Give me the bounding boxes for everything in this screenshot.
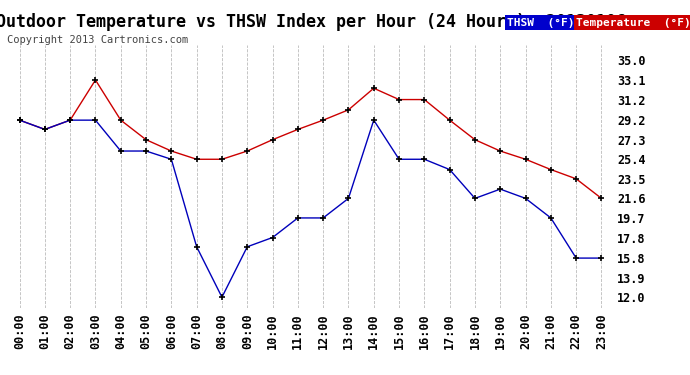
Text: Outdoor Temperature vs THSW Index per Hour (24 Hours)  20130106: Outdoor Temperature vs THSW Index per Ho… [0,13,626,31]
Text: THSW  (°F): THSW (°F) [507,18,575,28]
Text: Copyright 2013 Cartronics.com: Copyright 2013 Cartronics.com [7,35,188,45]
Text: Temperature  (°F): Temperature (°F) [576,18,690,28]
